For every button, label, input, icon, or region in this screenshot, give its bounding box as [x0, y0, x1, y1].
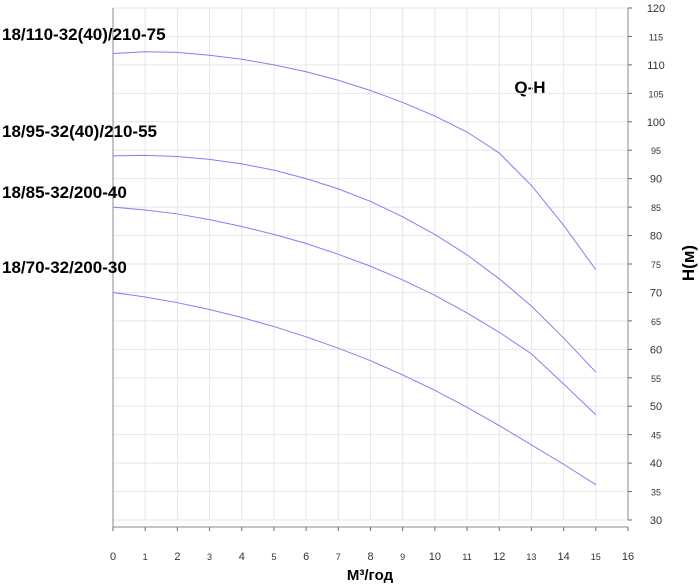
y-tick-label: 30 [650, 515, 662, 527]
x-tick-label: 7 [336, 552, 341, 562]
y-tick-label: 55 [651, 374, 661, 384]
y-tick-label: 65 [651, 317, 661, 327]
x-tick-label: 10 [429, 551, 441, 563]
x-tick-label: 4 [239, 551, 245, 563]
y-tick-label: 105 [648, 89, 663, 99]
x-tick-label: 5 [271, 552, 276, 562]
y-tick-label: 95 [651, 146, 661, 156]
chart-title: Q-H [514, 78, 545, 97]
x-tick-label: 14 [558, 551, 570, 563]
y-tick-label: 60 [650, 344, 662, 356]
x-tick-label: 11 [462, 552, 471, 562]
x-tick-label: 2 [174, 551, 180, 563]
y-tick-label: 75 [651, 260, 661, 270]
curve [112, 291, 597, 486]
y-tick-label: 90 [650, 174, 662, 186]
x-tick-label: 9 [400, 552, 405, 562]
curve-label: 18/70-32/200-30 [2, 258, 127, 277]
y-tick-label: 40 [650, 458, 662, 470]
y-tick-label: 45 [651, 431, 661, 441]
x-tick-label: 3 [207, 552, 212, 562]
x-tick-label: 13 [526, 552, 536, 562]
y-tick-label: 115 [649, 32, 663, 42]
x-axis-label: М³/год [347, 567, 394, 584]
y-tick-label: 120 [647, 3, 665, 15]
x-tick-label: 12 [493, 551, 505, 563]
y-tick-label: 85 [651, 203, 661, 213]
curve [112, 154, 597, 373]
curve-label: 18/95-32(40)/210-55 [2, 122, 157, 141]
y-axis-label: Н(м) [679, 245, 698, 281]
y-tick-label: 50 [650, 401, 662, 413]
y-tick-label: 35 [651, 488, 661, 498]
curve-label: 18/85-32/200-40 [2, 183, 127, 202]
x-tick-label: 15 [591, 552, 601, 562]
y-tick-label: 100 [647, 117, 665, 129]
curve-label: 18/110-32(40)/210-75 [2, 25, 166, 44]
curve [112, 206, 597, 416]
curve [112, 51, 597, 270]
x-tick-label: 16 [622, 551, 634, 563]
x-tick-label: 1 [143, 552, 148, 562]
y-tick-label: 110 [647, 60, 665, 72]
y-tick-label: 80 [650, 231, 662, 243]
x-tick-label: 6 [303, 551, 309, 563]
y-tick-label: 70 [650, 287, 662, 299]
x-tick-label: 0 [110, 551, 116, 563]
x-tick-label: 8 [367, 551, 373, 563]
